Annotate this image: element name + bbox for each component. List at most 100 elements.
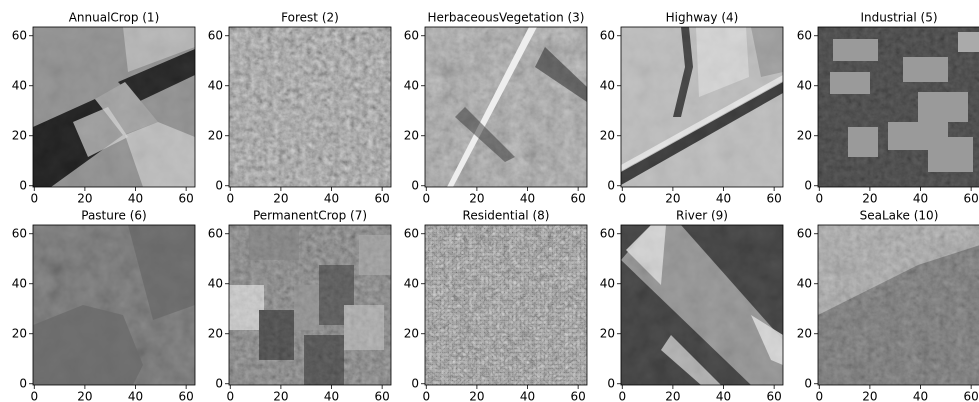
y-tick-label: 20 [12,128,27,142]
x-tick-label: 60 [375,192,390,206]
image-texture [425,225,587,385]
image-region [830,72,870,94]
x-tick-label: 20 [665,390,680,402]
image-texture [229,27,391,187]
panel-title: SeaLake (10) [860,209,939,223]
x-tick-label: 60 [375,390,390,402]
x-tick-label: 0 [226,390,234,402]
image-texture [229,225,391,385]
y-tick-label: 20 [797,128,812,142]
image [818,27,979,187]
panel-title: Industrial (5) [860,11,937,25]
y-tick-label: 20 [600,128,615,142]
x-tick-label: 20 [77,192,92,206]
y-tick-label: 60 [208,28,223,42]
image-region [903,57,948,82]
panel-title: AnnualCrop (1) [69,11,160,25]
y-tick-label: 60 [12,28,27,42]
panel-title: River (9) [676,209,728,223]
y-tick-label: 20 [404,326,419,340]
x-tick-label: 0 [422,390,430,402]
y-tick-label: 60 [797,28,812,42]
y-tick-label: 0 [607,376,615,390]
x-tick-label: 40 [520,192,535,206]
x-tick-label: 0 [618,192,626,206]
x-tick-label: 20 [469,390,484,402]
y-tick-label: 60 [404,28,419,42]
y-tick-label: 40 [404,78,419,92]
image [229,225,391,385]
panel-title: Forest (2) [281,11,339,25]
y-tick-label: 60 [600,226,615,240]
x-tick-label: 20 [273,390,288,402]
x-tick-label: 60 [571,390,586,402]
x-tick-label: 60 [767,192,782,206]
x-tick-label: 40 [128,192,143,206]
x-tick-label: 0 [815,390,823,402]
x-tick-label: 60 [179,192,194,206]
image-region [848,127,878,157]
x-tick-label: 40 [128,390,143,402]
image [425,225,587,385]
image-texture [33,27,195,187]
image-texture [621,225,783,385]
y-tick-label: 40 [797,78,812,92]
x-tick-label: 0 [422,192,430,206]
image-region [918,92,968,122]
x-tick-label: 60 [964,390,979,402]
x-tick-label: 40 [520,390,535,402]
y-tick-label: 40 [208,276,223,290]
x-tick-label: 60 [571,192,586,206]
y-tick-label: 20 [600,326,615,340]
panel-title: PermanentCrop (7) [253,209,367,223]
image-panel: HerbaceousVegetation (3)02040600204060 [404,11,587,206]
image-region [833,39,878,61]
image [229,27,391,187]
panel-title: HerbaceousVegetation (3) [427,11,584,25]
y-tick-label: 60 [208,226,223,240]
x-tick-label: 20 [77,390,92,402]
y-tick-label: 0 [411,376,419,390]
y-tick-label: 0 [804,178,812,192]
image-texture [425,27,587,187]
x-tick-label: 0 [30,390,38,402]
y-tick-label: 20 [12,326,27,340]
image-panel: Pasture (6)02040600204060 [12,209,195,402]
image-region [928,137,973,172]
x-tick-label: 60 [964,192,979,206]
y-tick-label: 40 [600,276,615,290]
figure: AnnualCrop (1) 0 20 40 60 0 20 40 60 Forest (2) 0 2… [0,0,979,402]
x-tick-label: 40 [716,192,731,206]
panel-title: Residential (8) [463,209,550,223]
y-tick-label: 20 [797,326,812,340]
y-tick-label: 60 [600,28,615,42]
x-tick-label: 60 [767,390,782,402]
x-tick-label: 60 [179,390,194,402]
y-tick-label: 20 [404,128,419,142]
image-texture [621,27,783,187]
y-tick-label: 0 [804,376,812,390]
y-tick-label: 40 [12,78,27,92]
y-tick-label: 0 [19,178,27,192]
image-panel: Residential (8) 0 20 40 60 0 20 40 60 [404,209,587,402]
x-tick-label: 0 [226,192,234,206]
panel-title: Pasture (6) [81,209,146,223]
y-tick-label: 60 [404,226,419,240]
y-tick-label: 40 [797,276,812,290]
image-panel: River (9)02040600204060 [600,209,783,402]
x-tick-label: 40 [324,390,339,402]
x-tick-label: 0 [618,390,626,402]
image-texture [818,225,979,385]
x-tick-label: 20 [273,192,288,206]
y-tick-label: 40 [208,78,223,92]
y-tick-label: 40 [600,78,615,92]
x-tick-label: 40 [913,192,928,206]
y-tick-label: 40 [404,276,419,290]
image [818,225,979,385]
image [621,27,783,187]
y-tick-label: 0 [411,178,419,192]
x-tick-label: 40 [324,192,339,206]
x-tick-label: 20 [665,192,680,206]
